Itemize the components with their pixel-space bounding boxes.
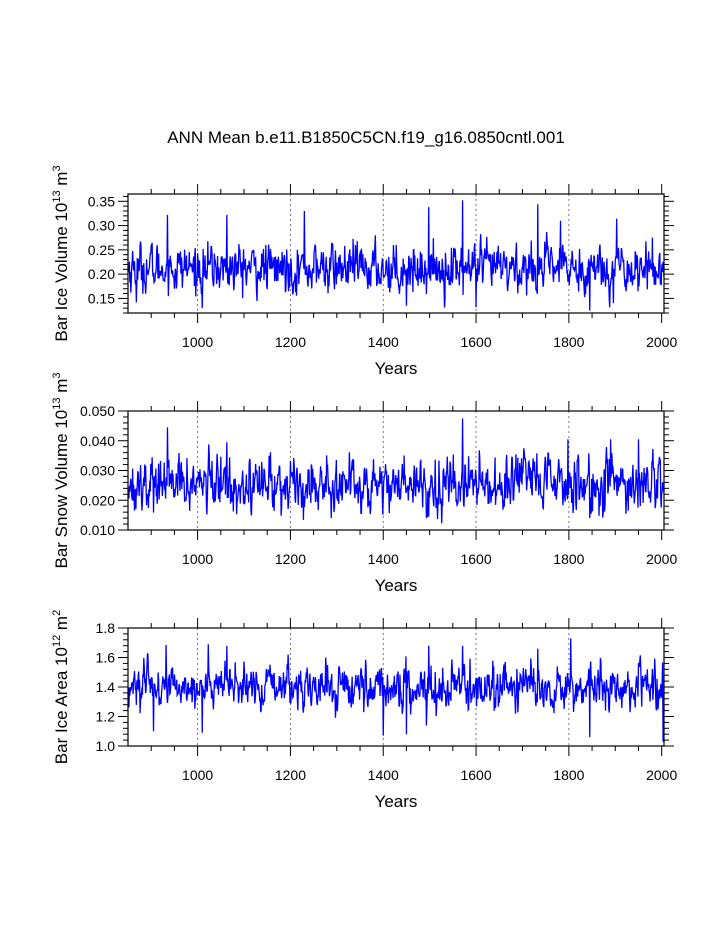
- x-tick-label: 1200: [275, 334, 306, 350]
- y-axis-label: Bar Ice Area 1012 m2: [51, 610, 71, 764]
- x-tick-label: 1600: [460, 551, 491, 567]
- x-tick-label: 2000: [646, 334, 677, 350]
- y-tick-label: 0.15: [88, 290, 115, 306]
- y-axis-label: Bar Ice Volume 1013 m3: [51, 165, 71, 341]
- x-tick-label: 1800: [553, 551, 584, 567]
- plot-frame: [127, 193, 665, 314]
- figure-title: ANN Mean b.e11.B1850C5CN.f19_g16.0850cnt…: [167, 128, 565, 147]
- x-tick-label: 2000: [646, 551, 677, 567]
- x-tick-label: 1600: [460, 767, 491, 783]
- x-axis-label: Years: [375, 792, 418, 811]
- x-tick-label: 1600: [460, 334, 491, 350]
- x-tick-label: 1800: [553, 334, 584, 350]
- y-tick-label: 0.020: [80, 492, 115, 508]
- y-tick-label: 1.0: [96, 738, 116, 754]
- x-axis-label: Years: [375, 576, 418, 595]
- y-tick-label: 0.30: [88, 218, 115, 234]
- series-line-snow-volume: [128, 418, 664, 524]
- series-line-ice-volume: [128, 200, 664, 311]
- panel-ice-volume: 1000 1200 1400 1600 1800 2000 0.15 0.20 0.25 0.30…: [51, 165, 677, 378]
- y-tick-label: 0.35: [88, 193, 115, 209]
- y-tick-label: 0.040: [80, 433, 115, 449]
- y-tick-label: 0.050: [80, 403, 115, 419]
- x-tick-label: 1400: [368, 551, 399, 567]
- y-tick-label: 0.030: [80, 463, 115, 479]
- x-tick-label: 1800: [553, 767, 584, 783]
- panel-snow-volume: 1000 1200 1400 1600 1800 2000 0.010 0.020 0.030 0…: [51, 372, 677, 595]
- y-tick-label: 1.6: [96, 650, 116, 666]
- x-tick-label: 1000: [182, 767, 213, 783]
- y-tick-label: 1.8: [96, 620, 116, 636]
- y-tick-label: 0.010: [80, 522, 115, 538]
- y-axis-label: Bar Snow Volume 1013 m3: [51, 372, 71, 568]
- x-tick-label: 1200: [275, 767, 306, 783]
- y-tick-label: 1.4: [96, 679, 116, 695]
- panels: 1000 1200 1400 1600 1800 2000 0.15 0.20 0.25 0.30…: [51, 165, 677, 811]
- x-tick-label: 1400: [368, 334, 399, 350]
- x-tick-label: 1400: [368, 767, 399, 783]
- y-tick-label: 1.2: [96, 709, 116, 725]
- x-tick-label: 1000: [182, 334, 213, 350]
- x-tick-label: 1000: [182, 551, 213, 567]
- panel-ice-area: 1000 1200 1400 1600 1800 2000 1.0 1.2 1.4 1.6 1.8 Y…: [51, 610, 677, 811]
- series-line-ice-area: [128, 638, 664, 742]
- x-axis-label: Years: [375, 359, 418, 378]
- y-tick-label: 0.20: [88, 266, 115, 282]
- y-tick-label: 0.25: [88, 242, 115, 258]
- x-tick-label: 1200: [275, 551, 306, 567]
- x-tick-label: 2000: [646, 767, 677, 783]
